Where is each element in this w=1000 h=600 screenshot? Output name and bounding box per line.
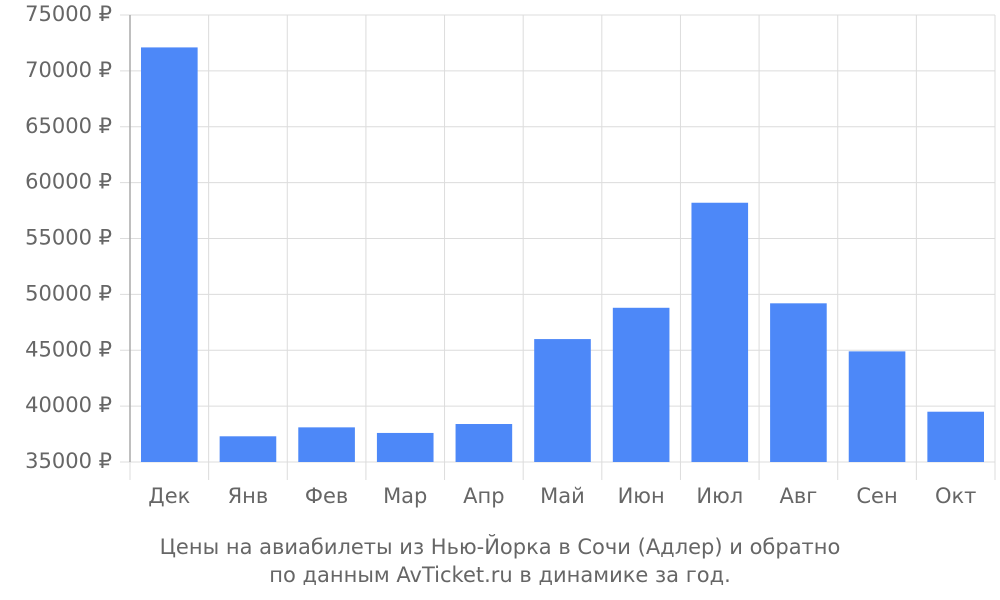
bar	[612, 307, 670, 462]
y-tick-label: 60000 ₽	[25, 170, 112, 194]
y-tick-label: 45000 ₽	[25, 337, 112, 361]
x-tick-label: Мар	[383, 484, 427, 508]
x-tick-label: Фев	[305, 484, 348, 508]
x-tick-label: Июн	[618, 484, 665, 508]
x-tick-label: Сен	[856, 484, 897, 508]
x-tick-label: Дек	[148, 484, 190, 508]
chart-subtitle: по данным AvTicket.ru в динамике за год.	[269, 563, 731, 587]
x-tick-label: Окт	[935, 484, 976, 508]
y-tick-label: 40000 ₽	[25, 393, 112, 417]
bar	[141, 47, 198, 462]
y-tick-label: 70000 ₽	[25, 58, 112, 82]
bar	[534, 339, 591, 462]
bar	[455, 424, 513, 462]
y-tick-label: 75000 ₽	[25, 2, 112, 26]
bar	[770, 303, 827, 462]
bar	[691, 202, 749, 463]
x-tick-label: Янв	[228, 484, 269, 508]
y-tick-label: 65000 ₽	[25, 114, 112, 138]
bar	[927, 411, 984, 462]
bar	[848, 351, 906, 462]
x-tick-label: Июл	[696, 484, 743, 508]
y-tick-label: 55000 ₽	[25, 226, 112, 250]
x-tick-label: Апр	[463, 484, 504, 508]
bar	[376, 432, 434, 462]
y-tick-label: 50000 ₽	[25, 281, 112, 305]
x-tick-label: Авг	[780, 484, 818, 508]
x-tick-label: Май	[540, 484, 585, 508]
bar	[219, 436, 277, 462]
chart-title: Цены на авиабилеты из Нью-Йорка в Сочи (…	[160, 534, 841, 559]
bar	[298, 427, 355, 462]
y-tick-label: 35000 ₽	[25, 449, 112, 473]
